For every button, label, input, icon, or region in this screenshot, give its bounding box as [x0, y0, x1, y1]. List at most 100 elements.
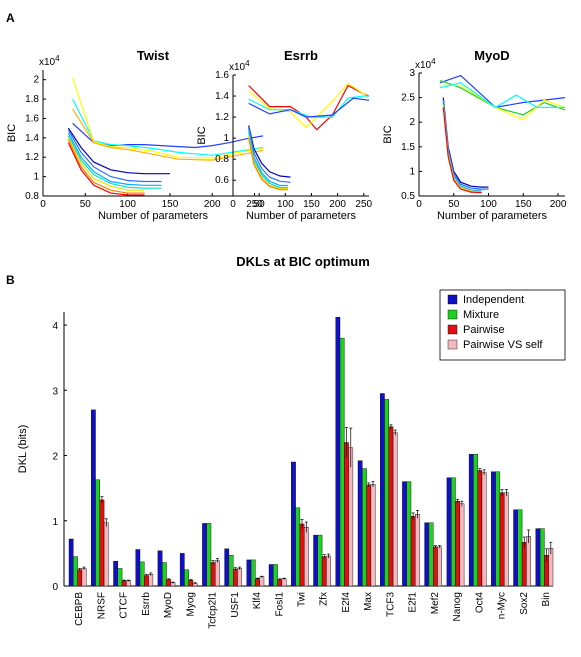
category-label: Zfx — [319, 592, 330, 606]
bic-series-line-10 — [67, 142, 145, 196]
bar-pairwise-vs-self — [81, 568, 87, 587]
y-tick-label: 2 — [409, 117, 415, 128]
bic-series-line-1 — [72, 98, 264, 156]
y-tick-label: 4 — [52, 321, 58, 332]
bar-mixture — [428, 522, 434, 587]
bar-mixture — [517, 509, 523, 587]
bar-pairwise-vs-self — [215, 560, 220, 587]
bar-independent — [268, 564, 274, 587]
bar-independent — [224, 548, 230, 587]
x-tick-label: 0 — [416, 199, 422, 210]
x-tick-label: 250 — [355, 199, 372, 210]
bic-series-line-6 — [248, 129, 288, 187]
y-tick-label: 1.2 — [215, 112, 229, 123]
bar-mixture — [539, 528, 545, 587]
bar-mixture — [384, 399, 390, 587]
bic-series-line-4 — [67, 127, 170, 175]
x-tick-label: 50 — [448, 199, 460, 210]
bar-independent — [291, 461, 296, 587]
x-axis-label: Number of parameters — [246, 210, 357, 222]
chart-title: MyoD — [474, 48, 509, 63]
bar-pairwise — [366, 484, 372, 587]
x-tick-label: 100 — [480, 199, 497, 210]
bar-pairwise — [299, 523, 305, 587]
bar-mixture — [317, 534, 323, 587]
y-tick-label: 0.6 — [215, 175, 229, 186]
bic-series-line-2 — [439, 84, 566, 121]
bar-mixture — [473, 454, 478, 587]
bic-series-line-7 — [67, 135, 162, 189]
bic-series-line-8 — [67, 137, 145, 191]
y-axis-label: DKL (bits) — [17, 425, 29, 474]
category-label: TCF3 — [385, 592, 396, 617]
y-tick-label: 1.4 — [215, 91, 229, 102]
y-tick-label: 1 — [409, 166, 415, 177]
bar-mixture — [184, 569, 189, 587]
y-tick-label: 1.5 — [401, 142, 415, 153]
y-tick-label: 0 — [52, 582, 58, 593]
axis-exponent-label: x104 — [229, 59, 250, 73]
x-tick-label: 150 — [303, 199, 320, 210]
bar-mixture — [339, 337, 345, 587]
bar-mixture — [117, 568, 123, 587]
bar-pairwise — [344, 442, 349, 587]
bic-series-line-0 — [439, 74, 566, 109]
panel-b-label: B — [6, 273, 15, 287]
bar-independent — [468, 454, 474, 587]
bar-mixture — [139, 561, 145, 587]
legend: Independent Mixture Pairwise Pairwise VS se… — [439, 289, 566, 361]
x-tick-label: 250 — [246, 199, 263, 210]
category-label: Twi — [297, 592, 308, 607]
category-label: MyoD — [163, 592, 174, 618]
bic-series-line-3 — [439, 82, 565, 109]
x-axis-label: Number of parameters — [98, 210, 209, 222]
bar-mixture — [406, 481, 412, 587]
bar-pairwise-vs-self — [437, 546, 443, 587]
bar-independent — [90, 409, 96, 587]
category-label: USF1 — [230, 592, 241, 618]
bic-series-line-6 — [442, 102, 482, 192]
bar-independent — [335, 317, 341, 587]
x-tick-label: 100 — [277, 199, 294, 210]
legend-swatch — [447, 294, 458, 305]
category-label: E2f4 — [341, 592, 352, 613]
y-tick-label: 0.8 — [25, 191, 39, 202]
x-tick-label: 150 — [515, 199, 532, 210]
x-tick-label: 200 — [204, 199, 221, 210]
y-tick-label: 1.6 — [25, 113, 39, 124]
bar-pairwise — [455, 501, 461, 587]
bic-series-line-2 — [248, 95, 369, 118]
bar-pairwise-vs-self — [237, 568, 243, 587]
bic-series-line-4 — [442, 97, 489, 188]
y-tick-label: 2.5 — [401, 93, 415, 104]
y-tick-label: 1 — [52, 517, 58, 528]
legend-label: Mixture — [463, 309, 499, 321]
bar-pairwise — [121, 580, 127, 587]
category-label: NRSF — [96, 592, 107, 619]
y-tick-label: 1 — [33, 172, 39, 183]
bar-pairwise — [477, 470, 483, 587]
panel-a-label: A — [6, 11, 15, 25]
bar-pairwise-vs-self — [126, 580, 131, 587]
bar-independent — [357, 460, 363, 587]
y-tick-label: 3 — [409, 68, 415, 79]
bar-independent — [380, 393, 385, 587]
bar-pairwise — [321, 556, 327, 587]
y-tick-label: 1.6 — [215, 70, 229, 81]
chart-title: Esrrb — [284, 48, 318, 63]
category-label: CTCF — [119, 592, 130, 619]
bar-independent — [424, 522, 430, 587]
bar-independent — [68, 538, 74, 587]
bar-pairwise — [388, 426, 394, 587]
bar-pairwise — [210, 562, 216, 587]
category-label: Oct4 — [474, 592, 485, 614]
bic-series-line-3 — [72, 108, 264, 161]
bic-series-line-9 — [248, 137, 288, 191]
x-axis-label: Number of parameters — [437, 210, 548, 222]
axis-exponent-power: 4 — [245, 59, 250, 68]
bar-pairwise — [144, 575, 149, 587]
category-label: Bin — [541, 592, 552, 606]
category-label: Esrrb — [141, 592, 152, 616]
bar-mixture — [273, 564, 278, 587]
